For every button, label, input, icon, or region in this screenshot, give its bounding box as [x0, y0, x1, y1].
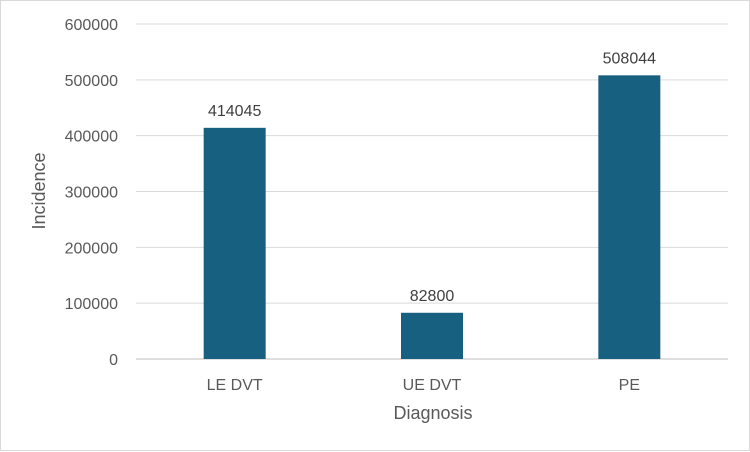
bars [203, 75, 661, 359]
bar [401, 312, 463, 359]
x-tick-label: PE [619, 377, 640, 394]
x-tick-label: LE DVT [207, 377, 263, 394]
y-axis-title: Incidence [29, 152, 49, 229]
y-tick-label: 600000 [65, 17, 118, 34]
data-labels: 414045 82800 508044 [208, 50, 656, 304]
y-tick-label: 400000 [65, 129, 118, 146]
y-tick-label: 100000 [65, 296, 118, 313]
y-tick-label: 500000 [65, 73, 118, 90]
x-axis-title: Diagnosis [393, 403, 472, 423]
y-tick-label: 0 [109, 352, 118, 369]
bar [203, 127, 266, 359]
x-tick-label: UE DVT [403, 377, 462, 394]
y-tick-label: 300000 [65, 185, 118, 202]
data-label: 508044 [603, 50, 656, 67]
y-tick-label: 200000 [65, 240, 118, 257]
y-axis-ticks: 0 100000 200000 300000 400000 500000 600000 [65, 17, 118, 369]
x-axis-ticks: LE DVT UE DVT PE [207, 377, 640, 394]
bar [598, 75, 661, 359]
data-label: 82800 [410, 288, 455, 305]
data-label: 414045 [208, 103, 261, 120]
